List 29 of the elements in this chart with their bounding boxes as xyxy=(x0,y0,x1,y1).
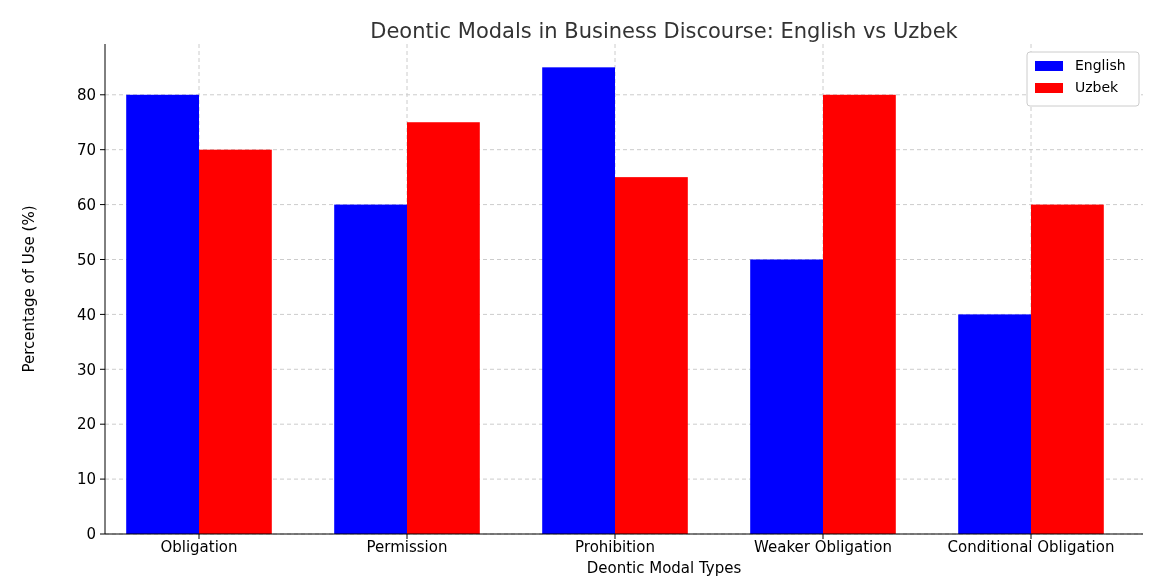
x-axis-title: Deontic Modal Types xyxy=(586,559,742,577)
y-tick-label: 20 xyxy=(76,415,96,434)
x-tick-label: Weaker Obligation xyxy=(754,538,892,556)
legend-label: Uzbek xyxy=(1075,79,1120,95)
x-tick-label: Obligation xyxy=(160,538,238,556)
y-axis-title: Percentage of Use (%) xyxy=(20,205,38,373)
bar xyxy=(199,149,272,534)
bar xyxy=(334,204,407,534)
y-tick-label: 10 xyxy=(76,470,96,489)
x-tick-label: Prohibition xyxy=(575,538,655,556)
bar xyxy=(126,94,199,534)
legend-label: English xyxy=(1075,57,1126,73)
y-tick-label: 70 xyxy=(76,140,96,159)
bar xyxy=(542,67,615,534)
bar xyxy=(958,314,1031,534)
y-tick-label: 50 xyxy=(76,250,96,269)
y-tick-label: 30 xyxy=(76,360,96,379)
bar xyxy=(407,122,480,534)
y-tick-label: 60 xyxy=(76,195,96,214)
chart-title: Deontic Modals in Business Discourse: English vs Uzbek xyxy=(370,19,959,43)
bar xyxy=(823,94,896,534)
bar xyxy=(615,177,688,534)
x-tick-label: Permission xyxy=(366,538,448,556)
bar xyxy=(750,259,823,534)
x-tick-label: Conditional Obligation xyxy=(947,538,1115,556)
y-tick-label: 40 xyxy=(76,305,96,324)
bar xyxy=(1031,204,1104,534)
y-tick-label: 0 xyxy=(86,525,96,544)
y-tick-label: 80 xyxy=(76,86,96,105)
